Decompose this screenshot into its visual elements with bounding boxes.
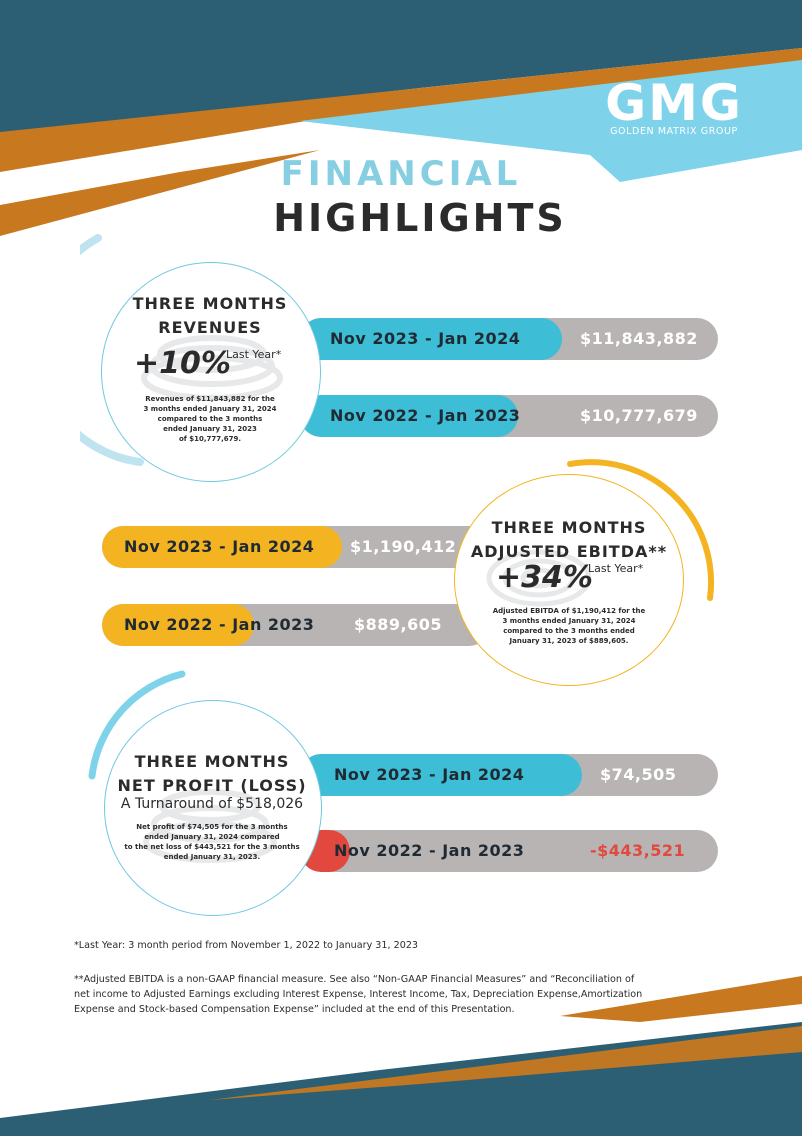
net-profit-title: THREE MONTHS NET PROFIT (LOSS) bbox=[104, 750, 320, 798]
revenue-amount-current: $11,843,882 bbox=[580, 329, 698, 348]
net-profit-amount-current: $74,505 bbox=[600, 765, 677, 784]
footer-background bbox=[0, 976, 802, 1136]
net-profit-description-line: to the net loss of $443,521 for the 3 mo… bbox=[124, 843, 300, 851]
revenue-period-prior: Nov 2022 - Jan 2023 bbox=[330, 406, 521, 425]
ebitda-description-line: January 31, 2023 of $889,605. bbox=[509, 637, 629, 645]
revenue-description-line: of $10,777,679. bbox=[178, 435, 242, 443]
coin-stack-icon bbox=[141, 335, 283, 401]
revenue-bar-prior: Nov 2022 - Jan 2023 $10,777,679 bbox=[300, 395, 718, 437]
net-profit-description-line: Net profit of $74,505 for the 3 months bbox=[136, 823, 288, 831]
ebitda-amount-prior: $889,605 bbox=[354, 615, 443, 634]
ebitda-bar-prior-fill bbox=[102, 604, 254, 646]
revenue-change: +10% bbox=[134, 346, 231, 381]
net-profit-description-line: ended January 31, 2024 compared bbox=[144, 833, 280, 841]
revenue-circle-ring bbox=[80, 234, 144, 466]
footnote-ebitda-line: net income to Adjusted Earnings excludin… bbox=[74, 989, 643, 1000]
net-profit-bar-prior: Nov 2022 - Jan 2023 -$443,521 bbox=[300, 830, 718, 872]
revenue-bar-prior-fill bbox=[300, 395, 518, 437]
ebitda-amount-current: $1,190,412 bbox=[350, 537, 457, 556]
ebitda-title: THREE MONTHS ADJUSTED EBITDA** bbox=[454, 516, 684, 564]
net-profit-description-line: ended January 31, 2023. bbox=[163, 853, 261, 861]
net-profit-bar-current-fill bbox=[300, 754, 582, 796]
revenue-bar-current: Nov 2023 - Jan 2024 $11,843,882 bbox=[300, 318, 718, 360]
ebitda-bar-prior: Nov 2022 - Jan 2023 $889,605 bbox=[102, 604, 490, 646]
ebitda-description-line: compared to the 3 months ended bbox=[503, 627, 635, 635]
page-title-line1: FINANCIAL bbox=[280, 154, 522, 194]
header-background bbox=[0, 0, 802, 236]
ebitda-description-line: 3 months ended January 31, 2024 bbox=[502, 617, 636, 625]
ebitda-title-line1: THREE MONTHS bbox=[491, 518, 647, 537]
net-profit-period-prior: Nov 2022 - Jan 2023 bbox=[334, 841, 525, 860]
footnote-ebitda-line: **Adjusted EBITDA is a non-GAAP financia… bbox=[74, 974, 635, 985]
ebitda-description: Adjusted EBITDA of $1,190,412 for the 3 … bbox=[472, 606, 666, 646]
revenue-description-line: ended January 31, 2023 bbox=[163, 425, 257, 433]
revenue-description-line: compared to the 3 months bbox=[157, 415, 263, 423]
ebitda-circle bbox=[454, 474, 684, 686]
net-profit-amount-prior: -$443,521 bbox=[590, 841, 686, 860]
net-profit-period-current: Nov 2023 - Jan 2024 bbox=[334, 765, 525, 784]
ebitda-description-line: Adjusted EBITDA of $1,190,412 for the bbox=[492, 607, 646, 615]
logo-mark: GMG bbox=[605, 74, 743, 132]
revenue-title: THREE MONTHS REVENUES bbox=[101, 292, 319, 340]
ebitda-period-prior: Nov 2022 - Jan 2023 bbox=[124, 615, 315, 634]
ebitda-circle-ring bbox=[567, 459, 715, 601]
net-profit-bar-current: Nov 2023 - Jan 2024 $74,505 bbox=[300, 754, 718, 796]
net-profit-title-line2: NET PROFIT (LOSS) bbox=[117, 776, 307, 795]
revenue-change-label: Last Year* bbox=[226, 348, 282, 361]
revenue-description-line: 3 months ended January 31, 2024 bbox=[143, 405, 277, 413]
net-profit-turnaround: A Turnaround of $518,026 bbox=[120, 796, 304, 812]
revenue-period-current: Nov 2023 - Jan 2024 bbox=[330, 329, 521, 348]
ebitda-change-label: Last Year* bbox=[588, 562, 644, 575]
revenue-description-line: Revenues of $11,843,882 for the bbox=[145, 395, 275, 403]
ebitda-bar-current: Nov 2023 - Jan 2024 $1,190,412 bbox=[102, 526, 490, 568]
net-profit-description: Net profit of $74,505 for the 3 months e… bbox=[114, 822, 310, 862]
ebitda-bar-current-fill bbox=[102, 526, 342, 568]
gmg-logo: GMG GOLDEN MATRIX GROUP bbox=[588, 78, 760, 137]
footnote-ebitda-line: Expense and Stock-based Compensation Exp… bbox=[74, 1004, 515, 1015]
net-profit-title-line1: THREE MONTHS bbox=[134, 752, 290, 771]
footnote-ebitda: **Adjusted EBITDA is a non-GAAP financia… bbox=[74, 972, 764, 1017]
net-profit-circle-ring bbox=[88, 670, 186, 780]
revenue-title-line2: REVENUES bbox=[158, 318, 262, 337]
revenue-amount-prior: $10,777,679 bbox=[580, 406, 698, 425]
ebitda-change: +34% bbox=[496, 560, 593, 595]
ebitda-title-line2: ADJUSTED EBITDA** bbox=[470, 542, 668, 561]
revenue-title-line1: THREE MONTHS bbox=[132, 294, 288, 313]
revenue-bar-current-fill bbox=[300, 318, 562, 360]
coins-icon bbox=[143, 789, 277, 863]
footnote-last-year: *Last Year: 3 month period from November… bbox=[74, 940, 419, 951]
revenue-description: Revenues of $11,843,882 for the 3 months… bbox=[121, 394, 299, 444]
logo-subtitle: GOLDEN MATRIX GROUP bbox=[610, 126, 738, 137]
ebitda-period-current: Nov 2023 - Jan 2024 bbox=[124, 537, 315, 556]
page-title-line2: HIGHLIGHTS bbox=[273, 196, 567, 240]
target-icon bbox=[486, 549, 592, 607]
